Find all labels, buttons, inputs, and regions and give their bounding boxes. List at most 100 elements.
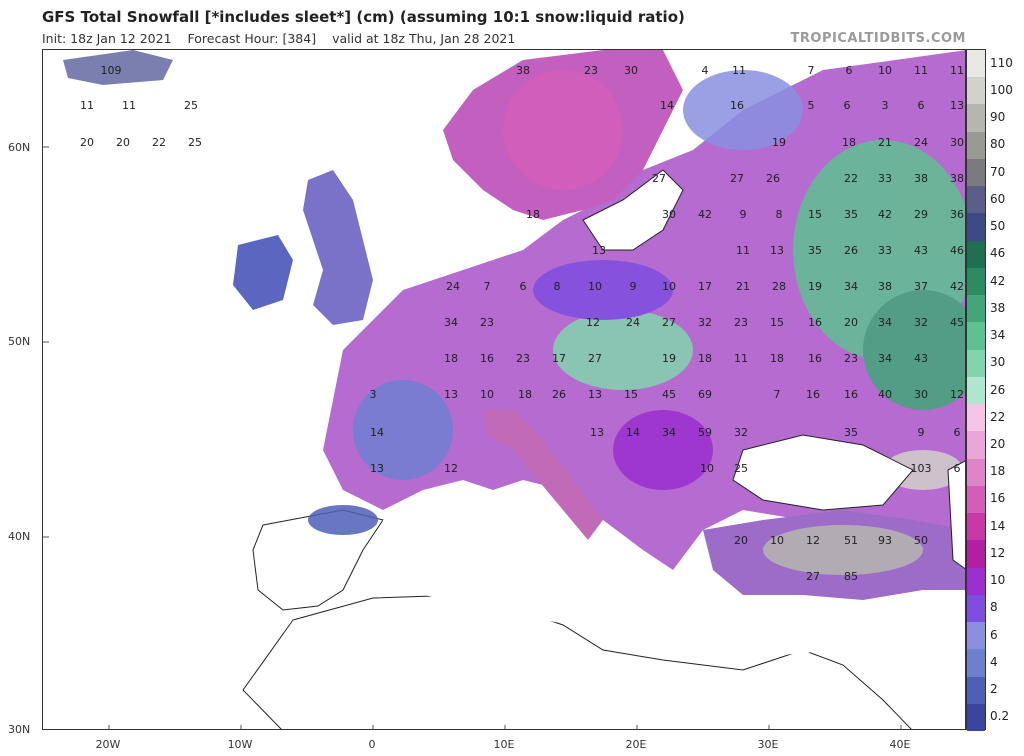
colorbar-label: 8: [990, 600, 998, 615]
snowfall-value-label: 17: [698, 280, 712, 293]
snowfall-value-label: 11: [734, 352, 748, 365]
colorbar-label: 2: [990, 682, 998, 697]
colorbar-segment: [967, 50, 985, 78]
snowfall-value-label: 26: [552, 388, 566, 401]
snowfall-value-label: 4: [702, 64, 709, 77]
snowfall-shading: [308, 70, 965, 575]
snow-patch-spain: [308, 505, 378, 535]
snowfall-value-label: 18: [770, 352, 784, 365]
snowfall-value-label: 34: [878, 352, 892, 365]
snowfall-value-label: 13: [590, 426, 604, 439]
snowfall-value-label: 23: [516, 352, 530, 365]
snowfall-value-label: 11: [914, 64, 928, 77]
snowfall-value-label: 20: [734, 534, 748, 547]
snowfall-value-label: 10: [480, 388, 494, 401]
colorbar-segment: [967, 540, 985, 569]
snow-patch-east-2: [863, 290, 965, 410]
colorbar-label: 14: [990, 518, 1006, 533]
snowfall-value-label: 30: [950, 136, 964, 149]
snowfall-value-label: 27: [588, 352, 602, 365]
sea-caspian: [947, 460, 965, 570]
snowfall-value-label: 13: [592, 244, 606, 257]
snowfall-value-label: 17: [552, 352, 566, 365]
snowfall-value-label: 12: [950, 388, 964, 401]
colorbar-segment: [967, 349, 985, 378]
snowfall-value-label: 3: [882, 99, 889, 112]
snowfall-value-label: 69: [698, 388, 712, 401]
colorbar-label: 4: [990, 654, 998, 669]
snowfall-value-label: 6: [520, 280, 527, 293]
colorbar-segment: [967, 213, 985, 242]
land-italy: [483, 410, 603, 540]
snowfall-value-label: 34: [444, 316, 458, 329]
snow-patch-balkans: [613, 410, 713, 490]
snowfall-value-label: 19: [808, 280, 822, 293]
snowfall-value-label: 42: [878, 208, 892, 221]
colorbar-segment: [967, 676, 985, 705]
colorbar-segment: [967, 322, 985, 351]
colorbar-segment: [967, 295, 985, 323]
snowfall-value-label: 10: [878, 64, 892, 77]
colorbar-label: 60: [990, 191, 1006, 206]
colorbar-label: 80: [990, 137, 1006, 152]
colorbar-segment: [967, 404, 985, 432]
snow-patch-scandinavia: [503, 70, 623, 190]
snowfall-value-label: 7: [484, 280, 491, 293]
colorbar-segment: [967, 649, 985, 677]
colorbar-label: 0.2: [990, 709, 1010, 724]
snowfall-value-label: 34: [662, 426, 676, 439]
snowfall-value-label: 43: [914, 352, 928, 365]
snowfall-value-label: 6: [918, 99, 925, 112]
snowfall-value-label: 26: [844, 244, 858, 257]
snowfall-value-label: 51: [844, 534, 858, 547]
snowfall-value-label: 12: [806, 534, 820, 547]
colorbar-segment: [967, 267, 985, 296]
snowfall-value-label: 8: [554, 280, 561, 293]
snow-patch-finland: [683, 70, 803, 150]
colorbar-label: 20: [990, 436, 1006, 451]
snowfall-value-label: 16: [730, 99, 744, 112]
lon-label: 10W: [227, 738, 253, 751]
lon-label: 0: [368, 738, 376, 751]
snowfall-value-label: 15: [808, 208, 822, 221]
snowfall-value-label: 25: [188, 136, 202, 149]
snow-patch-anatolia: [763, 525, 923, 575]
snowfall-value-label: 11: [732, 64, 746, 77]
colorbar-label: 38: [990, 300, 1006, 315]
snowfall-value-label: 12: [586, 316, 600, 329]
snowfall-value-label: 59: [698, 426, 712, 439]
colorbar-segment: [967, 513, 985, 541]
snowfall-value-label: 28: [772, 280, 786, 293]
snowfall-value-label: 29: [914, 208, 928, 221]
snowfall-value-label: 13: [588, 388, 602, 401]
lat-label: 30N: [8, 723, 31, 736]
snowfall-value-label: 6: [954, 426, 961, 439]
snowfall-value-label: 20: [116, 136, 130, 149]
colorbar: [966, 49, 986, 732]
snowfall-value-label: 11: [80, 99, 94, 112]
colorbar-segment: [967, 77, 985, 105]
snowfall-value-label: 45: [950, 316, 964, 329]
snowfall-value-label: 25: [734, 462, 748, 475]
snowfall-value-label: 22: [152, 136, 166, 149]
snowfall-value-label: 13: [770, 244, 784, 257]
graticule: [43, 146, 902, 729]
colorbar-label: 100: [990, 82, 1013, 97]
lat-label: 60N: [8, 141, 31, 154]
snowfall-value-label: 30: [624, 64, 638, 77]
snowfall-value-label: 35: [844, 208, 858, 221]
snowfall-value-label: 26: [766, 172, 780, 185]
colorbar-label: 110: [990, 55, 1013, 70]
snowfall-value-label: 10: [588, 280, 602, 293]
snowfall-value-label: 36: [950, 208, 964, 221]
snow-patch-central: [553, 310, 693, 390]
snowfall-value-label: 38: [914, 172, 928, 185]
snowfall-value-label: 23: [584, 64, 598, 77]
snowfall-value-label: 19: [772, 136, 786, 149]
snowfall-value-label: 13: [444, 388, 458, 401]
snowfall-value-label: 11: [736, 244, 750, 257]
lon-label: 30E: [757, 738, 779, 751]
snowfall-value-label: 18: [698, 352, 712, 365]
colorbar-label: 6: [990, 627, 998, 642]
